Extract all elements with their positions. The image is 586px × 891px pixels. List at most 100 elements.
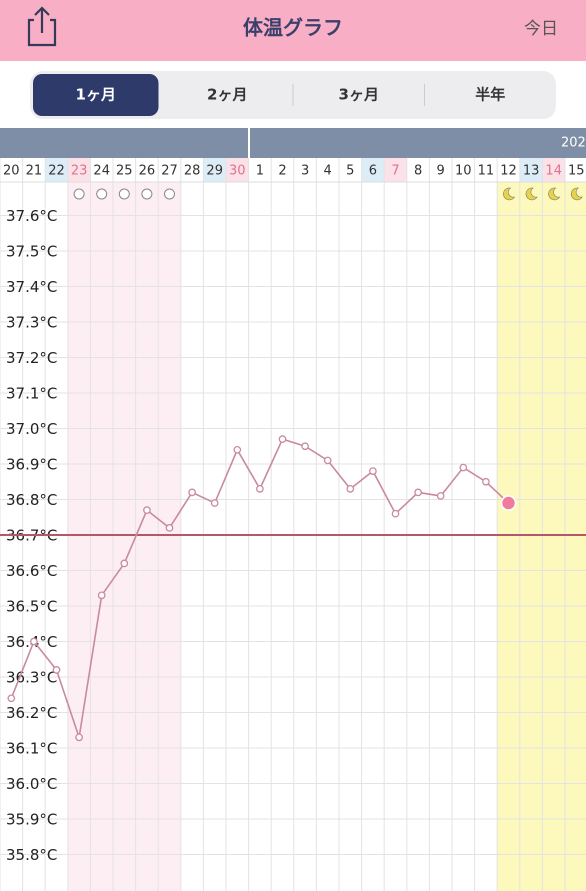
temperature-point [165, 524, 174, 532]
x-tick-label: 26 [139, 164, 156, 179]
tab-label[interactable]: 1ヶ月 [76, 86, 116, 104]
period-shade [135, 182, 159, 891]
day-cell [22, 158, 46, 182]
x-tick-label: 15 [568, 164, 585, 179]
x-tick-label: 23 [71, 164, 88, 179]
period-icon [73, 188, 85, 200]
day-cell [0, 158, 23, 182]
day-cell [158, 158, 181, 182]
temperature-point [346, 484, 355, 493]
today-button[interactable]: 今日 [524, 19, 558, 39]
day-cell [452, 158, 475, 182]
x-tick-label: 30 [229, 164, 246, 179]
x-tick-label: 4 [324, 164, 332, 179]
y-tick-label: 37.5°C [6, 243, 57, 261]
tab-label[interactable]: 2ヶ月 [207, 86, 247, 104]
x-tick-label: 27 [161, 164, 178, 179]
temperature-point [391, 509, 400, 518]
tab-label[interactable]: 3ヶ月 [339, 86, 379, 104]
y-tick-label: 36.2°C [6, 704, 57, 722]
x-tick-label: 7 [391, 164, 399, 179]
day-cell [497, 158, 520, 182]
temperature-point [52, 666, 61, 674]
temperature-point [482, 477, 490, 486]
x-tick-label: 14 [545, 164, 562, 179]
y-tick-label: 37.6°C [6, 207, 57, 225]
temperature-point [459, 463, 468, 472]
day-cell [135, 158, 159, 182]
moon-icon [503, 187, 516, 201]
y-tick-label: 36.3°C [6, 669, 57, 687]
luteal-shade [519, 182, 543, 891]
day-cell [519, 158, 543, 182]
x-tick-label: 28 [184, 164, 201, 179]
x-tick-label: 24 [93, 164, 110, 179]
period-icon [141, 188, 153, 200]
today-point [500, 495, 517, 511]
period-shade [67, 182, 91, 891]
y-tick-label: 36.6°C [6, 562, 57, 580]
x-tick-label: 11 [478, 164, 495, 179]
temperature-point [436, 492, 445, 500]
day-cell [90, 158, 113, 182]
y-tick-label: 36.0°C [6, 775, 57, 793]
header-bar [0, 0, 586, 61]
temperature-point [301, 442, 309, 451]
moon-icon [548, 187, 561, 201]
day-cell [271, 158, 294, 182]
temperature-point [75, 733, 83, 742]
day-cell [542, 158, 565, 182]
temperature-point [210, 499, 219, 507]
x-tick-label: 10 [455, 164, 472, 179]
day-cell [339, 158, 362, 182]
period-icon [96, 188, 108, 200]
header-title: 体温グラフ [243, 16, 343, 40]
day-cell [226, 158, 249, 182]
x-tick-label: 13 [523, 164, 540, 179]
x-tick-label: 6 [369, 164, 377, 179]
y-tick-label: 36.5°C [6, 598, 57, 616]
tab-selected [33, 74, 159, 116]
x-tick-label: 12 [500, 164, 517, 179]
x-tick-label: 3 [301, 164, 309, 179]
day-cell [406, 158, 430, 182]
luteal-shade [497, 182, 520, 891]
x-tick-label: 5 [346, 164, 354, 179]
period-shade [158, 182, 181, 891]
period-shade [113, 182, 136, 891]
y-tick-label: 35.8°C [6, 846, 57, 864]
x-tick-label: 22 [48, 164, 65, 179]
temperature-point [30, 637, 38, 646]
temperature-point [256, 484, 264, 493]
y-tick-label: 36.9°C [6, 456, 57, 474]
y-tick-label: 36.1°C [6, 740, 57, 758]
temperature-point [414, 488, 422, 497]
temperature-point [120, 559, 129, 568]
temperature-point [233, 445, 242, 454]
x-tick-label: 1 [256, 164, 264, 179]
temperature-point [278, 435, 287, 443]
moon-icon [525, 187, 538, 201]
y-tick-label: 37.0°C [6, 420, 57, 438]
month-bar [0, 128, 586, 158]
luteal-shade [565, 182, 586, 891]
month-label: 202 [561, 136, 586, 151]
day-cell [113, 158, 136, 182]
x-tick-label: 25 [116, 164, 133, 179]
share-button[interactable] [27, 6, 57, 47]
y-tick-label: 36.8°C [6, 491, 57, 509]
x-tick-label: 9 [437, 164, 445, 179]
day-cell [565, 158, 586, 182]
y-tick-label: 37.1°C [6, 385, 57, 403]
period-shade [90, 182, 113, 891]
day-cell [180, 158, 204, 182]
y-tick-label: 37.4°C [6, 278, 57, 296]
day-cell [203, 158, 226, 182]
x-tick-label: 20 [3, 164, 20, 179]
x-tick-label: 29 [206, 164, 223, 179]
period-icon [164, 188, 175, 200]
day-cell [45, 158, 68, 182]
tab-label[interactable]: 半年 [475, 86, 505, 104]
